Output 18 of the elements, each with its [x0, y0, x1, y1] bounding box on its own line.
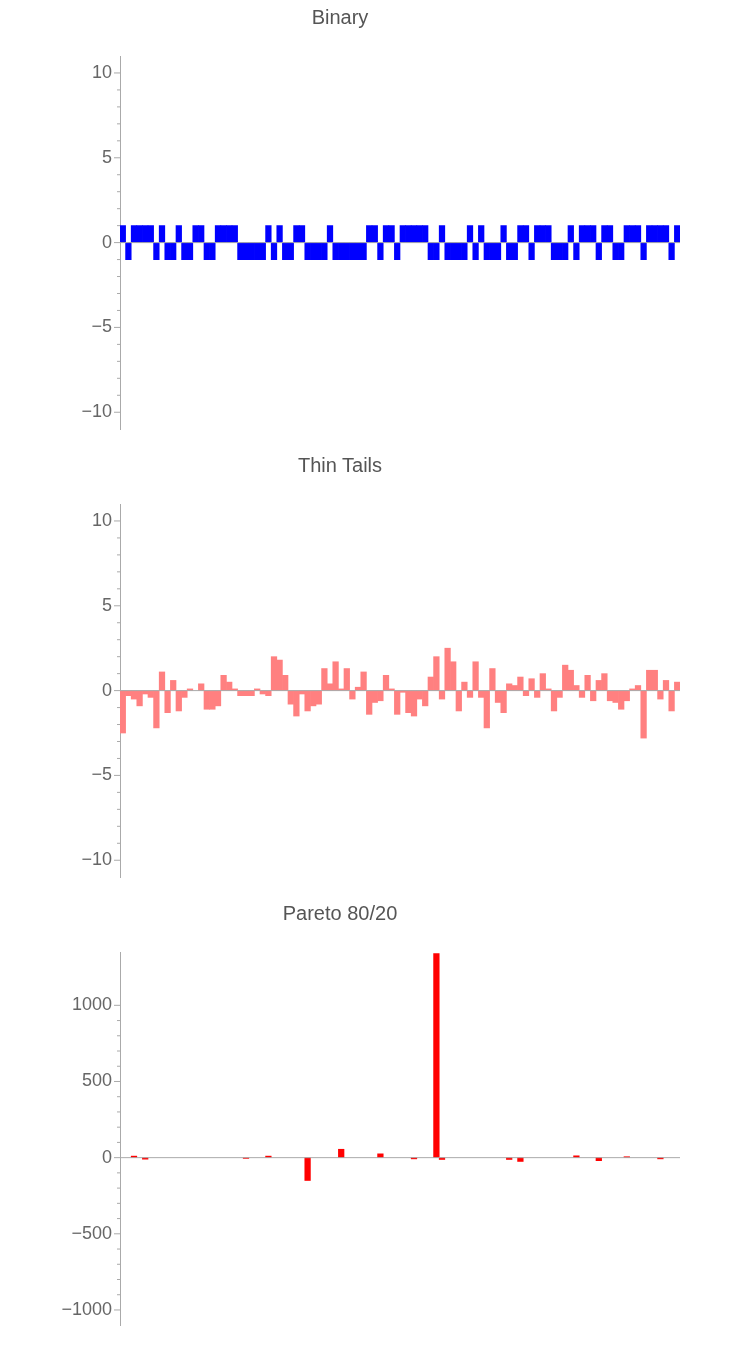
chart-title: Binary	[311, 5, 369, 28]
y-tick-label: −500	[71, 1222, 112, 1243]
y-tick-label: 0	[101, 231, 112, 252]
chart-title: Pareto 80/20	[282, 901, 398, 924]
y-tick-label: 5	[101, 146, 112, 167]
y-tick-label: −5	[91, 316, 112, 337]
y-tick-label: 10	[91, 61, 112, 82]
y-tick-label: −10	[81, 849, 112, 870]
y-tick-label: 0	[101, 1146, 112, 1167]
y-tick-label: 5	[101, 594, 112, 615]
y-tick-label: 500	[81, 1070, 112, 1091]
y-tick-label: −1000	[61, 1298, 112, 1319]
y-tick-label: 10	[91, 509, 112, 530]
y-tick-label: 1000	[71, 994, 112, 1015]
chart-title: Thin Tails	[297, 453, 383, 476]
y-tick-label: 0	[101, 679, 112, 700]
y-tick-label: −10	[81, 401, 112, 422]
y-tick-label: −5	[91, 764, 112, 785]
